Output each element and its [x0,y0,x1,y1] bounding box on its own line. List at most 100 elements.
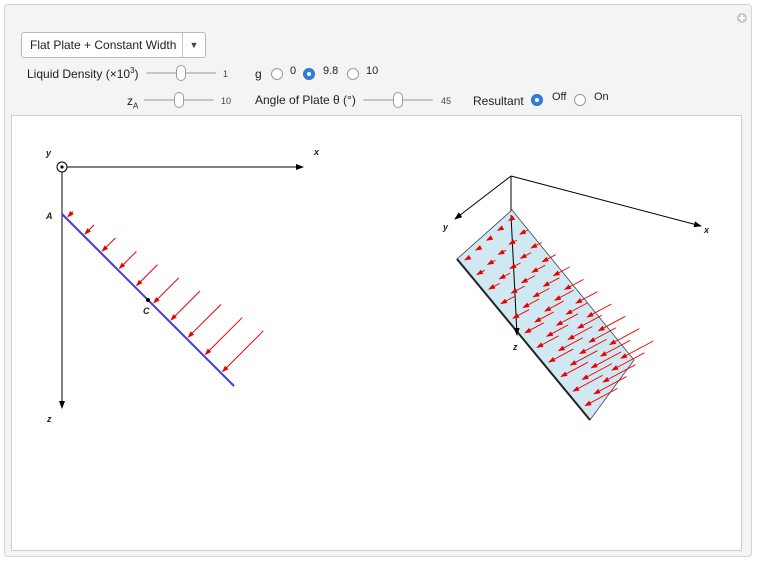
pressure-arrow [576,314,603,329]
pressure-arrow [488,283,500,290]
z-label-3d: z [512,342,518,352]
pressure-arrow [542,277,560,287]
pressure-arrow [572,374,603,392]
za-value: 10 [221,96,232,106]
pressure-arrow [557,337,584,352]
pressure-arrow [590,351,622,369]
pressure-arrow [485,235,494,241]
pressure-arrow [498,272,511,280]
y-label-3d: y [442,222,449,232]
pressure-arrow [153,277,180,304]
pressure-arrow [509,262,521,270]
pressure-arrow [532,287,550,298]
resultant-option-on: On [594,91,609,103]
pressure-arrow [135,264,158,287]
pressure-arrow [588,327,617,343]
pressure-arrow [599,339,631,357]
resultant-radio-on[interactable] [574,94,586,106]
resultant-radio-off[interactable] [531,94,543,106]
pressure-arrow [541,254,556,263]
pressure-arrow [474,245,483,251]
za-label: zA [127,94,139,111]
pressure-arrow [581,363,613,380]
pressure-arrow [611,352,645,371]
pressure-arrow [578,338,607,355]
pressure-arrow [563,278,584,290]
g-option-0: 0 [290,65,297,77]
x-label-3d: x [703,225,710,235]
pressure-arrow [555,313,579,326]
pressure-arrow [620,340,654,359]
point-c-label: C [143,306,150,316]
pressure-arrow [545,324,569,337]
x-axis-3d [510,175,702,228]
pressure-arrow [524,322,544,334]
pressure-arrow [608,328,640,345]
pressure-arrow [486,259,496,265]
pressure-arrow [519,229,528,235]
density-value: 1 [223,69,229,79]
x-label-2d: x [313,147,320,157]
plate-type-dropdown[interactable]: Flat Plate + Constant Width ▼ [21,32,206,58]
za-slider[interactable] [144,92,214,108]
slider-thumb[interactable] [176,65,186,81]
angle-slider[interactable] [363,92,433,108]
pressure-arrow [101,237,116,252]
pressure-arrow [548,348,574,363]
pressure-arrow [496,225,505,231]
y-axis-dot [60,165,64,169]
angle-value: 45 [441,96,452,106]
pressure-arrow [170,290,201,321]
pressure-arrow [586,303,612,318]
g-option-9-8: 9.8 [323,65,339,77]
density-slider[interactable] [146,65,216,81]
centroid-point [146,298,150,302]
pressure-arrow [575,291,598,304]
plate-front-edge [456,258,591,421]
slider-thumb[interactable] [393,92,403,108]
pressure-arrow [552,266,570,277]
pressure-arrows-3d [464,215,654,407]
pressure-arrow [476,269,485,275]
pressure-arrow [534,311,554,323]
dropdown-value: Flat Plate + Constant Width [30,38,177,52]
g-radio-10[interactable] [347,68,359,80]
pressure-arrow [531,264,546,273]
pressure-arrow [500,296,515,305]
pressure-arrow [512,309,530,319]
density-label: Liquid Density (×103) [27,66,139,81]
resultant-label: Resultant [473,94,524,108]
pressure-arrow [522,298,540,309]
angle-label: Angle of Plate θ (°) [255,93,356,107]
chevron-down-icon[interactable]: ▼ [182,33,205,57]
point-a-label: A [45,211,53,221]
pressure-arrow [508,239,518,245]
pressure-arrow [464,254,472,261]
pressure-arrow [497,249,507,255]
pressure-arrow [569,350,598,366]
slider-thumb[interactable] [174,92,184,108]
diagram-3d: y x z [442,175,710,421]
pressure-arrow [187,303,222,338]
pressure-arrow [565,302,588,315]
pressure-arrow [597,315,626,332]
pressure-arrow [560,361,589,378]
plot-canvas [11,115,742,551]
z-label-2d: z [46,414,52,424]
pressure-arrow [118,251,137,270]
g-radio-0[interactable] [271,68,283,80]
diagram-2d: y x z A C [45,147,320,424]
pressure-arrow [544,300,564,312]
plus-icon[interactable] [737,13,747,23]
pressure-arrow [530,241,542,249]
g-label: g [255,67,262,81]
g-option-10: 10 [366,65,379,77]
pressure-arrow [536,335,559,348]
pressure-arrow [602,364,636,383]
g-radio-9-8[interactable] [303,68,315,80]
pressure-arrow [519,252,532,259]
resultant-option-off: Off [552,91,567,103]
y-label-2d: y [45,148,52,158]
pressure-arrow [67,210,74,218]
